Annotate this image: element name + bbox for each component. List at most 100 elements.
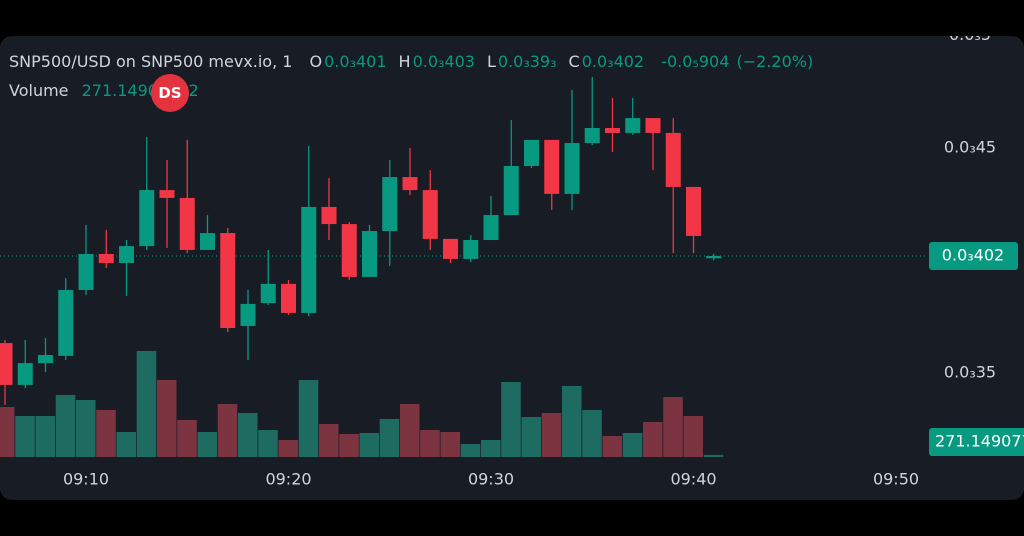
price-legend: SNP500/USD on SNP500 mevx.io, 1 O 0.0₃401… xyxy=(9,47,815,76)
x-tick-label: 09:10 xyxy=(63,470,109,489)
volume-bar xyxy=(501,382,521,457)
symbol-title: SNP500/USD on SNP500 mevx.io, 1 xyxy=(9,52,293,71)
volume-bar xyxy=(562,386,582,457)
candle-body xyxy=(564,143,580,194)
candle-body xyxy=(341,224,357,277)
volume-bar xyxy=(35,416,55,457)
volume-bar xyxy=(521,417,541,457)
volume-bar xyxy=(298,380,319,457)
candle-body xyxy=(402,177,418,191)
candle-body xyxy=(584,127,600,144)
candle-body xyxy=(382,177,398,232)
candle-body xyxy=(362,231,377,277)
volume-bar xyxy=(683,416,703,457)
watermark-badge: DS xyxy=(151,74,189,112)
volume-bar xyxy=(541,413,562,457)
volume-bar xyxy=(177,420,197,457)
volume-bar xyxy=(460,444,481,457)
candle-body xyxy=(605,127,620,133)
candle-body xyxy=(321,206,337,225)
volume-bar xyxy=(622,433,643,457)
panel xyxy=(0,36,1024,500)
candle-body xyxy=(625,118,641,133)
candle-body xyxy=(422,190,438,239)
volume-bar xyxy=(55,395,76,457)
volume-bar xyxy=(602,436,622,457)
volume-bar xyxy=(76,400,96,457)
candle-body xyxy=(58,289,74,356)
ohlc-value: 0.0₃403 xyxy=(412,52,475,71)
ohlc-key: L xyxy=(486,52,496,71)
candle-body xyxy=(301,206,317,313)
volume-bar xyxy=(15,416,35,457)
volume-bar xyxy=(420,430,440,457)
last-volume-box xyxy=(929,428,1024,456)
x-tick-label: 09:40 xyxy=(670,470,716,489)
volume-bar xyxy=(663,397,683,457)
volume-bar xyxy=(703,454,724,457)
volume-bar xyxy=(339,434,359,457)
ohlc-key: O xyxy=(309,52,323,71)
candle-body xyxy=(200,233,215,250)
candle-body xyxy=(78,253,94,290)
candle-body xyxy=(260,283,276,304)
candle-body xyxy=(159,190,175,198)
candle-body xyxy=(443,238,458,259)
volume-bar xyxy=(643,422,663,457)
change: -0.0₅904 xyxy=(661,52,730,71)
volume-bar xyxy=(217,404,238,457)
candle-body xyxy=(139,190,155,247)
candle-body xyxy=(686,186,701,236)
legend: SNP500/USD on SNP500 mevx.io, 1 O 0.0₃401… xyxy=(9,47,815,105)
candle-body xyxy=(98,253,114,263)
ohlc-key: C xyxy=(568,52,580,71)
last-volume-label: 271.14907742 xyxy=(935,432,1024,451)
last-price-box xyxy=(929,242,1018,270)
volume-bar xyxy=(481,440,501,457)
volume-bar xyxy=(238,413,258,457)
candle-body xyxy=(0,343,13,385)
x-tick-label: 09:50 xyxy=(873,470,919,489)
volume-bar xyxy=(440,432,460,457)
candle-body xyxy=(240,303,256,326)
last-price-label: 0.0₃402 xyxy=(942,246,1004,265)
candle-body xyxy=(38,355,53,364)
ohlc-key: H xyxy=(398,52,411,71)
candle-body xyxy=(665,132,681,187)
volume-bar xyxy=(400,404,420,457)
volume-bar xyxy=(582,410,602,457)
volume-bar xyxy=(258,430,278,457)
volume-bar xyxy=(278,440,298,457)
volume-bar xyxy=(116,432,136,457)
volume-legend: Volume 271.14907742 xyxy=(9,76,815,105)
y-tick-label: 0.0₃5 xyxy=(949,25,991,44)
volume-bar xyxy=(0,407,15,457)
y-tick-label: 0.0₃45 xyxy=(944,138,996,157)
candle-body xyxy=(179,197,195,250)
x-tick-label: 09:20 xyxy=(265,470,311,489)
candle-body xyxy=(119,246,134,263)
ohlc-value: 0.0₃401 xyxy=(324,52,387,71)
volume-bar xyxy=(379,419,400,457)
y-tick-label: 0.0₃35 xyxy=(944,363,996,382)
volume-bar xyxy=(197,432,217,457)
volume-title: Volume xyxy=(9,81,69,100)
candle-body xyxy=(645,118,661,133)
volume-bar xyxy=(319,424,339,457)
ohlc-value: 0.0₃402 xyxy=(581,52,645,71)
candle-body xyxy=(706,256,722,259)
volume-bar xyxy=(96,410,116,457)
candle-body xyxy=(281,283,296,313)
x-tick-label: 09:30 xyxy=(468,470,514,489)
candle-body xyxy=(544,139,560,194)
volume-bar xyxy=(157,380,177,457)
change-pct: (−2.20%) xyxy=(736,52,814,71)
candle-body xyxy=(524,139,539,166)
volume-bar xyxy=(136,351,157,457)
candle-body xyxy=(503,166,519,216)
candle-body xyxy=(220,233,236,328)
candle-body xyxy=(463,240,479,259)
candle-body xyxy=(483,215,499,241)
